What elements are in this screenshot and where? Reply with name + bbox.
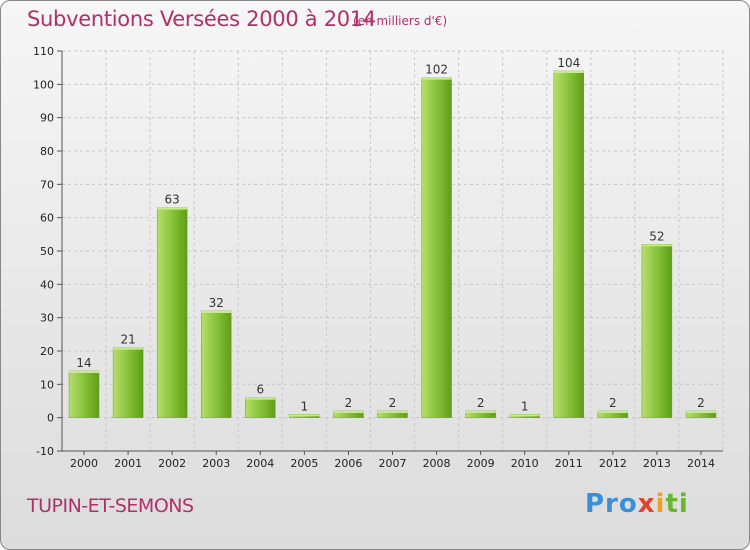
y-tick-label: 100 xyxy=(33,78,54,91)
x-tick-label: 2009 xyxy=(467,457,495,470)
y-tick-label: 30 xyxy=(40,312,54,325)
x-tick-label: 2003 xyxy=(202,457,230,470)
x-tick-label: 2000 xyxy=(70,457,98,470)
data-label: 6 xyxy=(256,383,264,397)
data-label: 2 xyxy=(389,396,397,410)
data-label: 2 xyxy=(477,396,485,410)
data-label: 2 xyxy=(609,396,617,410)
bar-highlight xyxy=(377,411,408,413)
data-label: 102 xyxy=(425,63,448,77)
bar xyxy=(201,310,232,418)
bar xyxy=(245,397,276,418)
bar-highlight xyxy=(465,411,496,413)
data-label: 1 xyxy=(301,399,309,413)
x-tick-label: 2005 xyxy=(290,457,318,470)
x-tick-label: 2011 xyxy=(555,457,583,470)
axes: -10 0 10 20 30 40 50 60 70 80 90 100 110 2000 2001 2002… xyxy=(33,45,723,470)
bar-highlight xyxy=(509,414,540,417)
data-label: 21 xyxy=(120,333,135,347)
logo-part: Pro xyxy=(585,489,638,519)
x-tick-label: 2007 xyxy=(379,457,407,470)
y-tick-label: 60 xyxy=(40,212,54,225)
data-label: 32 xyxy=(209,296,224,310)
x-tick-label: 2010 xyxy=(511,457,539,470)
data-label: 1 xyxy=(521,399,529,413)
y-tick-label: 80 xyxy=(40,145,54,158)
bar-highlight xyxy=(553,71,584,73)
y-tick-label: 20 xyxy=(40,345,54,358)
chart-title: Subventions Versées 2000 à 2014 xyxy=(27,7,376,31)
bar xyxy=(112,347,144,418)
y-tick-label: 50 xyxy=(40,245,54,258)
chart-subtitle: (en milliers d'€) xyxy=(353,14,448,28)
bar xyxy=(553,70,584,418)
x-tick-label: 2006 xyxy=(334,457,362,470)
y-tick-label: 10 xyxy=(40,378,54,391)
bar-highlight xyxy=(69,371,100,373)
data-label: 14 xyxy=(76,356,91,370)
data-label: 63 xyxy=(165,193,180,207)
y-tick-label: 40 xyxy=(40,278,54,291)
y-tick-label: 90 xyxy=(40,112,54,125)
commune-name: TUPIN-ET-SEMONS xyxy=(27,495,194,517)
x-tick-label: 2014 xyxy=(687,457,715,470)
bar xyxy=(421,77,452,418)
logo-part: x xyxy=(637,489,656,519)
bar-highlight xyxy=(289,414,320,417)
bar-highlight xyxy=(641,244,672,247)
x-tick-label: 2013 xyxy=(643,457,671,470)
y-tick-label: 110 xyxy=(33,45,54,58)
logo-part: ti xyxy=(665,489,689,519)
data-label: 104 xyxy=(557,56,580,70)
bars xyxy=(68,70,717,418)
data-label: 2 xyxy=(345,396,353,410)
y-tick-label: 70 xyxy=(40,178,54,191)
x-tick-label: 2012 xyxy=(599,457,627,470)
data-label: 52 xyxy=(649,229,664,243)
x-tick-label: 2004 xyxy=(246,457,274,470)
bar-highlight xyxy=(685,411,716,413)
bar-highlight xyxy=(201,311,232,313)
bar-highlight xyxy=(333,411,364,413)
x-tick-label: 2001 xyxy=(114,457,142,470)
x-tick-label: 2002 xyxy=(158,457,186,470)
x-tick-label: 2008 xyxy=(423,457,451,470)
bar-highlight xyxy=(597,411,628,413)
proxiti-logo: Proxiti xyxy=(585,489,689,519)
bar-highlight xyxy=(113,347,144,350)
y-tick-label: 0 xyxy=(47,412,54,425)
bar xyxy=(68,370,100,418)
bar xyxy=(156,207,188,418)
logo-part: i xyxy=(655,489,666,519)
bar-highlight xyxy=(157,207,188,210)
y-tick-label: -10 xyxy=(36,445,54,458)
bar xyxy=(641,244,673,418)
data-label: 2 xyxy=(697,396,705,410)
bar-highlight xyxy=(421,77,452,80)
bar-highlight xyxy=(245,397,276,400)
